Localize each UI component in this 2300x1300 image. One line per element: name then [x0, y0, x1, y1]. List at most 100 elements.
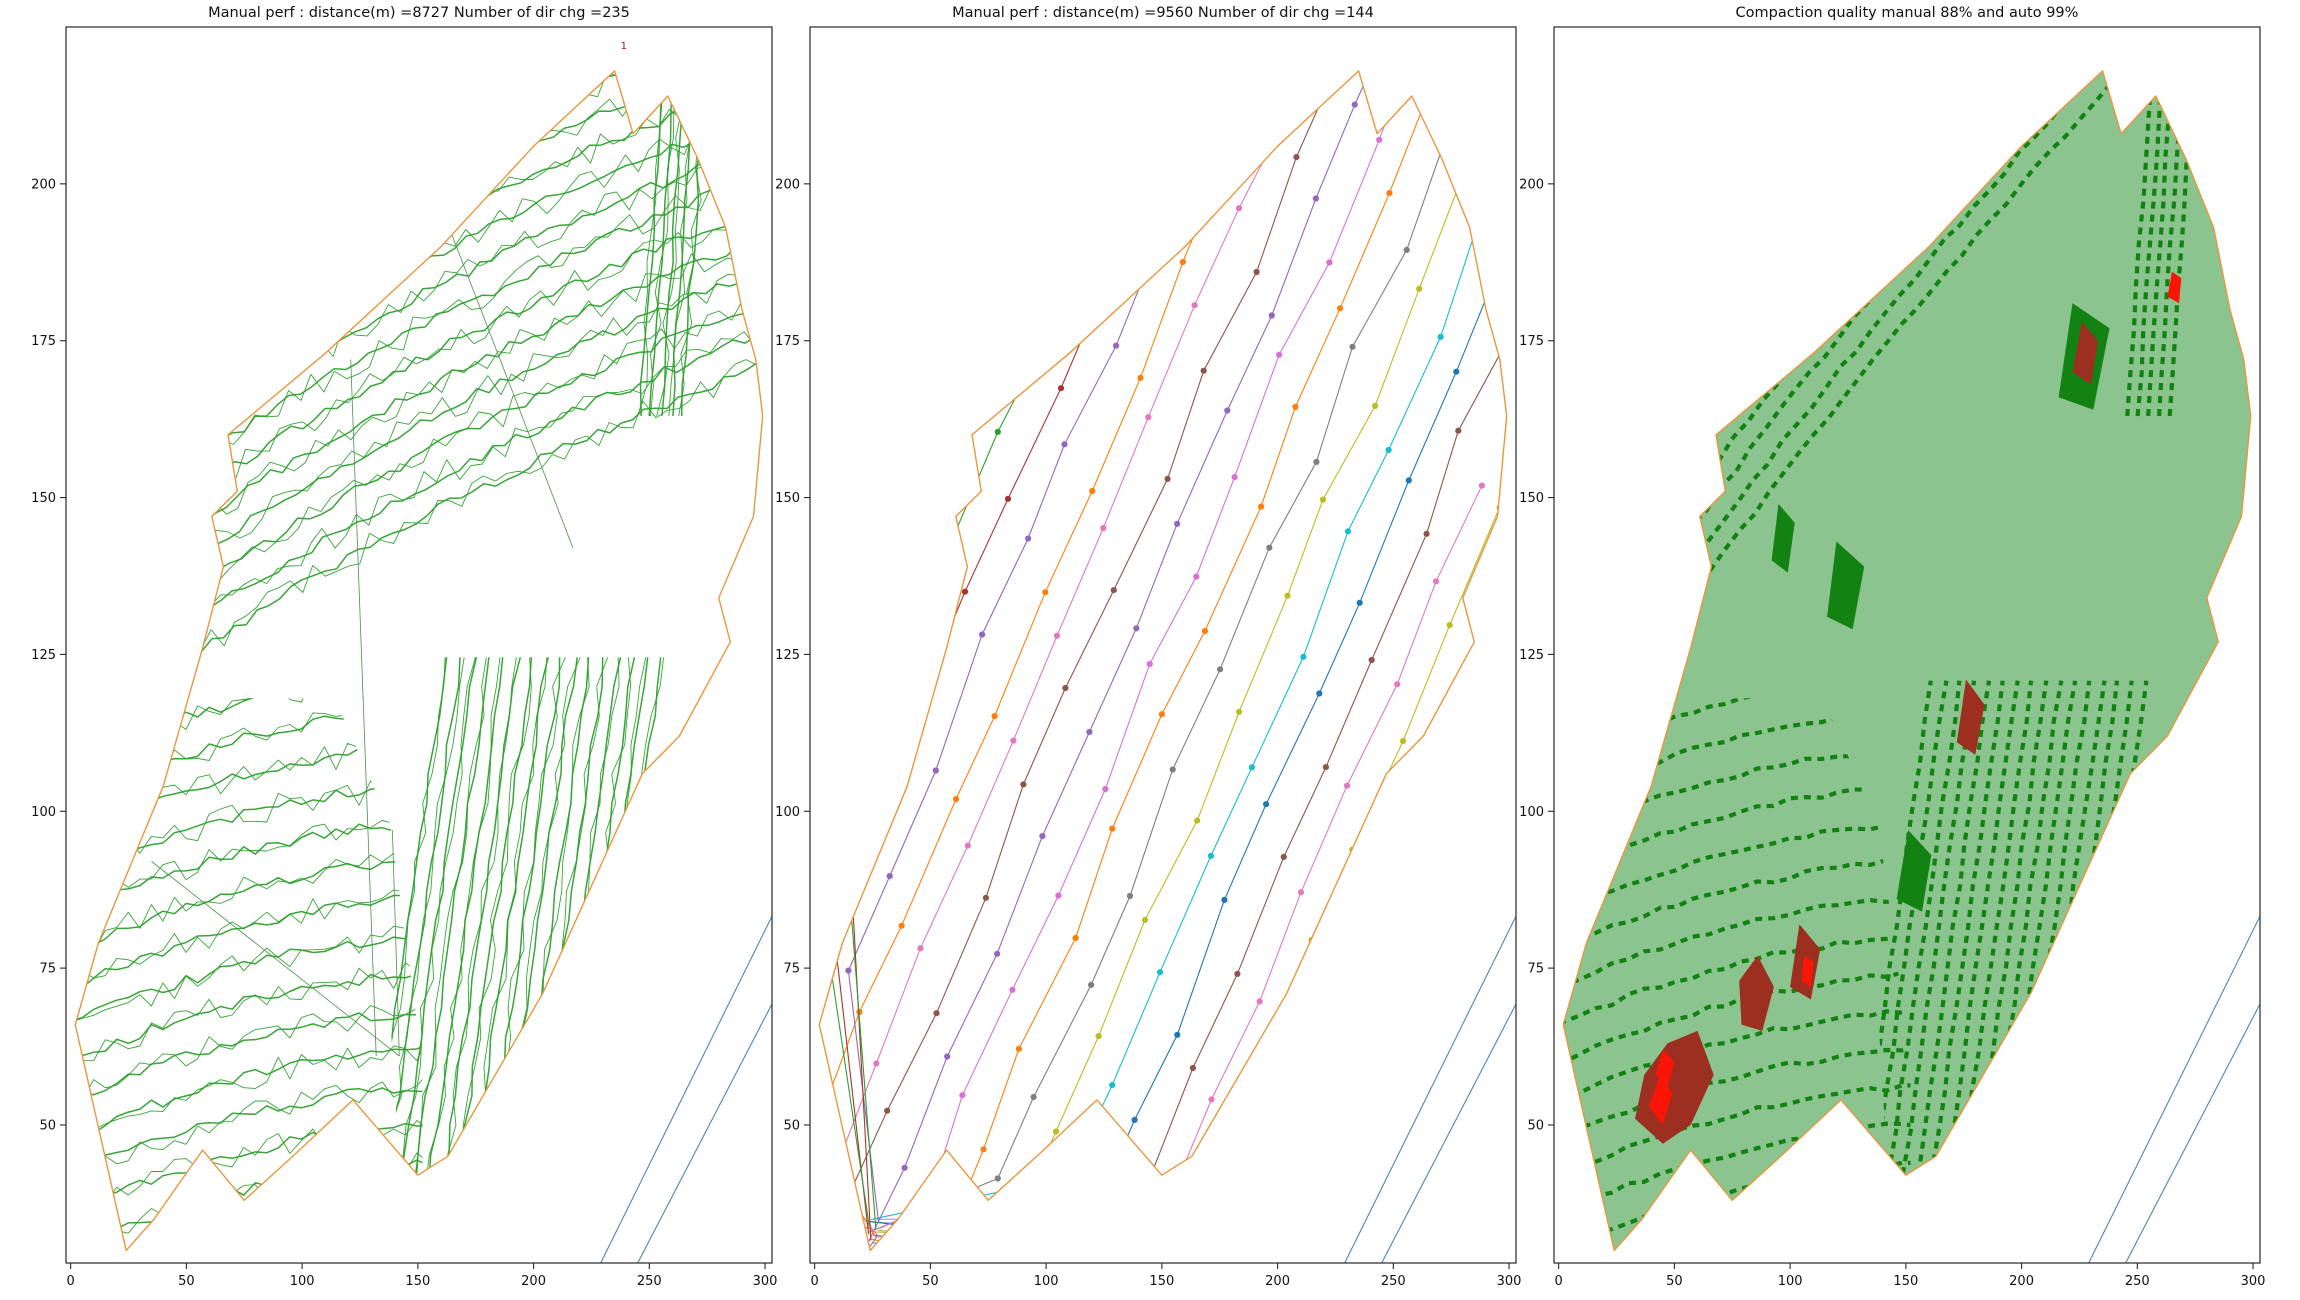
coverage-streak — [1563, 968, 1911, 1070]
swath-marker — [1300, 653, 1307, 661]
swath-marker — [1417, 773, 1424, 780]
swath-marker — [932, 767, 939, 774]
swath-marker — [1478, 209, 1485, 216]
swath-marker — [1217, 666, 1224, 673]
x-tick-label: 0 — [810, 1274, 818, 1289]
swath-marker — [933, 1010, 940, 1017]
swath-marker — [1253, 268, 1260, 276]
axis-spine — [1553, 26, 2261, 1264]
swath-marker — [917, 945, 924, 952]
y-tick-label: 75 — [783, 962, 800, 977]
swath-marker — [1388, 938, 1395, 945]
swath-marker — [1174, 520, 1181, 527]
swath-line — [872, 330, 1507, 1251]
x-tick-label: 50 — [922, 1274, 939, 1289]
trajectory-line — [393, 657, 478, 1213]
y-tick-label: 150 — [1519, 491, 1544, 506]
swath-marker — [1235, 205, 1243, 212]
swath-marker — [1325, 998, 1333, 1006]
coverage-streak — [2146, 70, 2174, 417]
panel-title: Manual perf : distance(m) =9560 Number o… — [952, 5, 1374, 21]
swath-marker — [1313, 458, 1320, 465]
trajectory-line — [75, 929, 423, 1030]
coverage-streak — [2025, 680, 2107, 1214]
swath-marker — [1448, 119, 1455, 126]
plot-area — [1562, 70, 2260, 1263]
x-tick-label: 150 — [1893, 1274, 1918, 1289]
trajectory-line — [75, 891, 423, 991]
swath-marker — [1067, 188, 1074, 195]
swath-marker — [1194, 817, 1201, 824]
swath-marker — [1146, 660, 1153, 668]
swath-marker — [857, 755, 864, 762]
swath-marker — [964, 842, 971, 849]
swath-marker — [1193, 573, 1200, 580]
coverage-streak — [1881, 680, 1962, 1214]
swath-marker — [1256, 998, 1263, 1005]
y-tick-label: 50 — [1527, 1118, 1544, 1133]
swath-marker — [1189, 1064, 1196, 1072]
swath-marker — [857, 1257, 863, 1263]
panel-title: Manual perf : distance(m) =8727 Number o… — [208, 5, 630, 21]
coverage-streak — [1866, 680, 1949, 1214]
x-tick-label: 150 — [1149, 1274, 1174, 1289]
trajectory-line — [649, 76, 675, 417]
trajectory-line — [437, 657, 522, 1213]
x-tick-label: 100 — [290, 1274, 315, 1289]
swath-marker — [979, 631, 986, 638]
trajectory-line — [80, 263, 763, 629]
field-boundary — [1562, 70, 2252, 1252]
swath-marker — [1015, 1045, 1022, 1052]
coverage-streak — [1563, 931, 1911, 1031]
x-tick-label: 50 — [178, 1274, 195, 1289]
red-patch-bright — [2167, 271, 2182, 304]
swath-marker — [1262, 58, 1268, 64]
region-east-steep — [1852, 680, 2149, 1214]
x-tick-label: 0 — [66, 1274, 74, 1289]
trajectory-line — [75, 780, 423, 885]
swath-marker — [1346, 35, 1352, 41]
swath-marker — [1376, 136, 1383, 143]
x-tick-label: 200 — [521, 1274, 546, 1289]
swath-marker — [1464, 160, 1471, 167]
swath-marker — [1344, 528, 1352, 535]
swath-marker — [1030, 1093, 1037, 1101]
swath-marker — [1080, 1234, 1087, 1241]
trajectory-line — [75, 698, 423, 731]
swath-marker — [1174, 1031, 1181, 1038]
swath-marker — [1131, 1116, 1138, 1123]
swath-marker — [845, 967, 852, 974]
coverage-streak — [2010, 680, 2092, 1214]
swath-line — [871, 70, 1478, 1251]
swath-line — [868, 720, 1487, 1251]
swath-marker — [1322, 764, 1329, 771]
swath-marker — [1053, 149, 1060, 156]
swath-marker — [1126, 892, 1134, 900]
swath-marker — [1385, 446, 1392, 454]
trajectory-line — [639, 76, 666, 417]
swath-marker — [898, 922, 905, 929]
connector-line — [350, 359, 377, 1057]
swath-marker — [1285, 1102, 1292, 1109]
red-patch-bright — [1801, 955, 1814, 987]
swath-marker — [1326, 259, 1333, 266]
swath-marker — [1208, 1096, 1215, 1103]
y-tick-label: 100 — [1519, 805, 1544, 820]
swath-line — [870, 212, 1483, 1221]
swath-line — [878, 507, 1501, 1251]
swath-marker — [1158, 711, 1165, 718]
y-tick-label: 175 — [775, 334, 800, 349]
swath-marker — [1280, 853, 1287, 861]
trajectory-line — [391, 657, 476, 1213]
plot-area — [818, 35, 1516, 1263]
swath-marker — [1234, 970, 1241, 978]
swath-marker — [1127, 135, 1135, 142]
swath-marker — [1207, 124, 1214, 131]
swath-marker — [1133, 625, 1140, 632]
swath-marker — [828, 1176, 835, 1183]
swath-marker — [1316, 690, 1323, 697]
swath-marker — [994, 428, 1001, 435]
y-tick-label: 75 — [39, 962, 56, 977]
dense-pass-blob — [1771, 503, 1795, 573]
coverage-streak — [1968, 680, 2049, 1214]
